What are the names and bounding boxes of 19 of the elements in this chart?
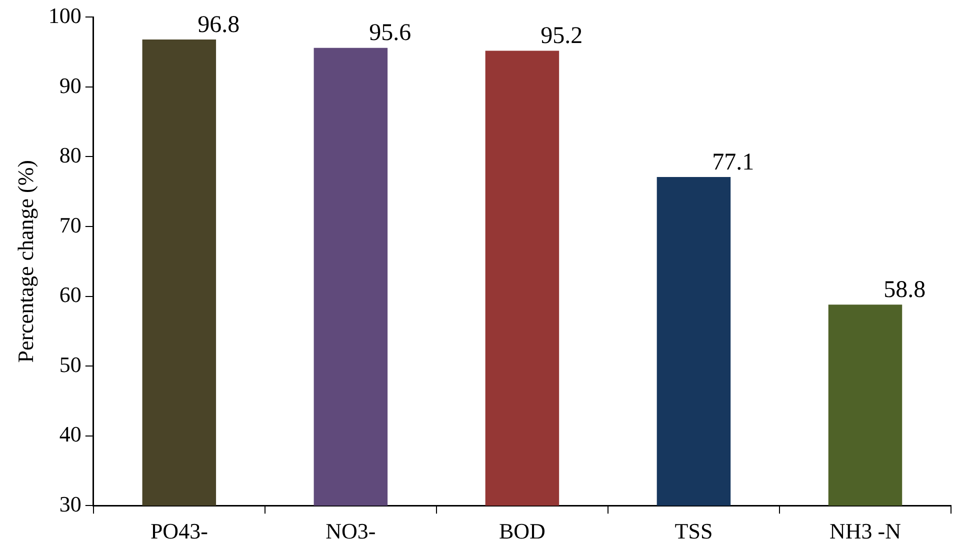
x-tick-label: BOD <box>498 518 546 544</box>
x-tick-label: NH3 -N <box>829 518 902 544</box>
x-tick-label: TSS <box>674 518 713 544</box>
y-tick-label: 70 <box>59 212 82 238</box>
y-tick-label: 30 <box>59 491 82 516</box>
data-label: 96.8 <box>198 12 240 38</box>
x-tick-label: NO3- <box>326 518 376 544</box>
y-tick-label: 100 <box>48 2 82 28</box>
y-tick-label: 60 <box>59 282 82 308</box>
data-label: 95.2 <box>540 22 583 49</box>
data-label: 77.1 <box>712 149 754 176</box>
y-tick-label: 80 <box>59 142 82 168</box>
x-tick-label: PO43- <box>150 518 208 544</box>
data-label: 95.6 <box>369 20 412 46</box>
data-label: 58.8 <box>884 276 926 303</box>
y-tick-label: 90 <box>59 72 82 98</box>
y-tick-label: 50 <box>59 352 82 377</box>
y-tick-label: 40 <box>59 422 82 447</box>
y-axis-title: Percentage change (%) <box>12 160 38 363</box>
